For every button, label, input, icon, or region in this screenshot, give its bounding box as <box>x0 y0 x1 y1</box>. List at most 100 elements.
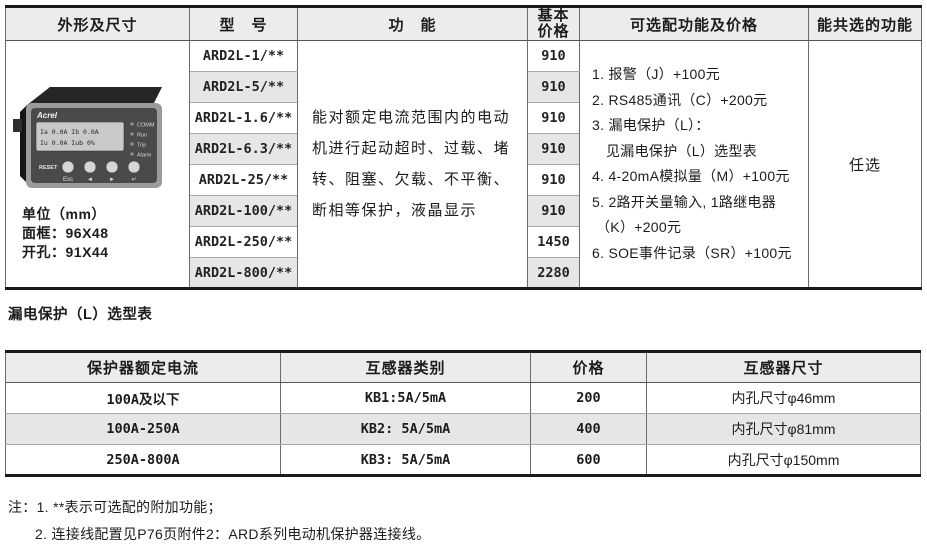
function-text-line: 机进行起动超时、过载、堵 <box>312 140 511 157</box>
col-header-price: 价格 <box>530 351 647 383</box>
lcd-line-1: Ia 0.0A Ib 0.0A <box>40 128 99 136</box>
table-row: ARD2L-25/** 910 <box>6 164 922 196</box>
appearance-cell: Acrel Ia 0.0A Ib 0.0A Iu 0.0A Iub 0% COM… <box>5 40 190 289</box>
price-cell: 910 <box>527 164 580 196</box>
table-row: ARD2L-800/** 2280 <box>6 257 922 289</box>
esc-button-label: Esc <box>63 177 73 183</box>
model-cell: ARD2L-800/** <box>189 257 298 289</box>
table-row: 100A-250A KB2: 5A/5mA 400 内孔尺寸φ81mm <box>5 413 921 445</box>
col-header-function: 功 能 <box>297 6 528 41</box>
footnote-line: 2. 连接线配置见P76页附件2：ARD系列电动机保护器连接线。 <box>35 526 431 542</box>
dimensions-note: 单位（mm） 面框：96X48 开孔：91X44 <box>22 205 108 262</box>
model-cell: ARD2L-25/** <box>189 164 298 196</box>
option-item: 1. 报警（J）+100元 <box>592 66 720 82</box>
price-cell: 600 <box>530 444 647 476</box>
rated-current-cell: 100A及以下 <box>5 382 281 414</box>
leakage-table-title: 漏电保护（L）选型表 <box>8 307 153 323</box>
header-row: 外形及尺寸 型 号 功 能 基本 价格 可选配功能及价格 能共选的功能 <box>5 6 922 41</box>
model-cell: ARD2L-100/** <box>189 195 298 227</box>
col-header-rated-current: 保护器额定电流 <box>5 351 281 383</box>
table-row: ARD2L-1.6/** 910 <box>6 102 922 134</box>
led-alarm-icon <box>130 152 134 156</box>
model-cell: ARD2L-6.3/** <box>189 133 298 165</box>
led-label-alarm: Alarm <box>137 153 152 159</box>
option-item: 5. 2路开关量输入, 1路继电器 <box>592 193 777 210</box>
footnote-line: 注：1. **表示可选配的附加功能； <box>8 499 222 515</box>
price-cell: 200 <box>530 382 647 414</box>
unit-line: 单位（mm） <box>22 206 106 222</box>
led-run-icon <box>130 132 134 136</box>
function-cell: 能对额定电流范围内的电动 机进行起动超时、过载、堵 转、阻塞、欠载、不平衡、 断… <box>297 40 528 289</box>
ct-type-cell: KB2: 5A/5mA <box>280 413 531 445</box>
device-side-face <box>20 105 27 183</box>
function-text-line: 能对额定电流范围内的电动 <box>312 109 511 126</box>
device-mount-clip <box>13 119 22 132</box>
ct-size-cell: 内孔尺寸φ150mm <box>646 444 921 476</box>
frame-size-line: 面框：96X48 <box>22 225 109 241</box>
lcd-display <box>35 121 125 152</box>
optional-functions-cell: 1. 报警（J）+100元 2. RS485通讯（C）+200元 3. 漏电保护… <box>579 40 809 289</box>
leakage-selection-table: 保护器额定电流 互感器类别 价格 互感器尺寸 100A及以下 KB1:5A/5m… <box>5 350 921 477</box>
model-cell: ARD2L-1/** <box>189 40 298 72</box>
col-header-model: 型 号 <box>189 6 298 41</box>
ct-size-cell: 内孔尺寸φ81mm <box>646 413 921 445</box>
function-text-line: 转、阻塞、欠载、不平衡、 <box>312 171 511 188</box>
cutout-size-line: 开孔：91X44 <box>22 244 109 260</box>
enter-button-icon <box>127 160 141 174</box>
led-label-trip: Trip <box>137 143 146 149</box>
co-select-cell: 任选 <box>808 40 922 289</box>
lcd-line-2: Iu 0.0A Iub 0% <box>40 139 95 147</box>
model-cell: ARD2L-1.6/** <box>189 102 298 134</box>
footnotes: 注：1. **表示可选配的附加功能； 2. 连接线配置见P76页附件2：ARD系… <box>8 494 430 548</box>
led-label-comm: COMM <box>137 123 155 129</box>
col-header-ct-type: 互感器类别 <box>280 351 531 383</box>
option-item: 4. 4-20mA模拟量（M）+100元 <box>592 168 790 184</box>
option-item-continuation: （K）+200元 <box>596 219 682 235</box>
col-header-base-price: 基本 价格 <box>527 6 580 41</box>
price-cell: 910 <box>527 40 580 72</box>
rated-current-cell: 100A-250A <box>5 413 281 445</box>
table-row: ARD2L-6.3/** 910 <box>6 133 922 165</box>
price-cell: 910 <box>527 195 580 227</box>
price-cell: 400 <box>530 413 647 445</box>
price-cell: 910 <box>527 102 580 134</box>
col-header-appearance: 外形及尺寸 <box>5 6 190 41</box>
ct-type-cell: KB3: 5A/5mA <box>280 444 531 476</box>
col-header-options: 可选配功能及价格 <box>579 6 809 41</box>
left-button-label: ◄ <box>87 177 93 183</box>
model-cell: ARD2L-5/** <box>189 71 298 103</box>
col-header-ct-size: 互感器尺寸 <box>646 351 921 383</box>
option-item: 3. 漏电保护（L）： <box>592 117 710 133</box>
price-cell: 1450 <box>527 226 580 258</box>
table-row: Acrel Ia 0.0A Ib 0.0A Iu 0.0A Iub 0% COM… <box>5 40 922 289</box>
ct-type-cell: KB1:5A/5mA <box>280 382 531 414</box>
option-item: 2. RS485通讯（C）+200元 <box>592 91 768 108</box>
option-item: 6. SOE事件记录（SR）+100元 <box>592 244 792 261</box>
led-comm-icon <box>130 122 134 126</box>
device-photo: Acrel Ia 0.0A Ib 0.0A Iu 0.0A Iub 0% COM… <box>13 87 162 188</box>
right-button-icon <box>105 160 119 174</box>
price-cell: 2280 <box>527 257 580 289</box>
rated-current-cell: 250A-800A <box>5 444 281 476</box>
col-header-co-select: 能共选的功能 <box>808 6 922 41</box>
brand-logo: Acrel <box>36 111 58 120</box>
esc-button-icon <box>61 160 75 174</box>
function-text-line: 断相等保护，液晶显示 <box>312 202 478 219</box>
led-label-run: Run <box>137 133 147 139</box>
right-button-label: ► <box>109 177 115 183</box>
price-cell: 910 <box>527 71 580 103</box>
option-item-continuation: 见漏电保护（L）选型表 <box>606 142 758 159</box>
table-row: 100A及以下 KB1:5A/5mA 200 内孔尺寸φ46mm <box>5 382 921 414</box>
ct-size-cell: 内孔尺寸φ46mm <box>646 382 921 414</box>
table-row: 250A-800A KB3: 5A/5mA 600 内孔尺寸φ150mm <box>5 444 921 476</box>
price-cell: 910 <box>527 133 580 165</box>
led-trip-icon <box>130 142 134 146</box>
model-cell: ARD2L-250/** <box>189 226 298 258</box>
reset-label: RESET <box>39 165 58 171</box>
device-top-face <box>27 87 162 105</box>
left-button-icon <box>83 160 97 174</box>
table-row: ARD2L-250/** 1450 <box>6 226 922 258</box>
product-selection-table: 外形及尺寸 型 号 功 能 基本 价格 可选配功能及价格 能共选的功能 Acr <box>5 5 922 290</box>
enter-button-label: ↵ <box>131 177 136 183</box>
